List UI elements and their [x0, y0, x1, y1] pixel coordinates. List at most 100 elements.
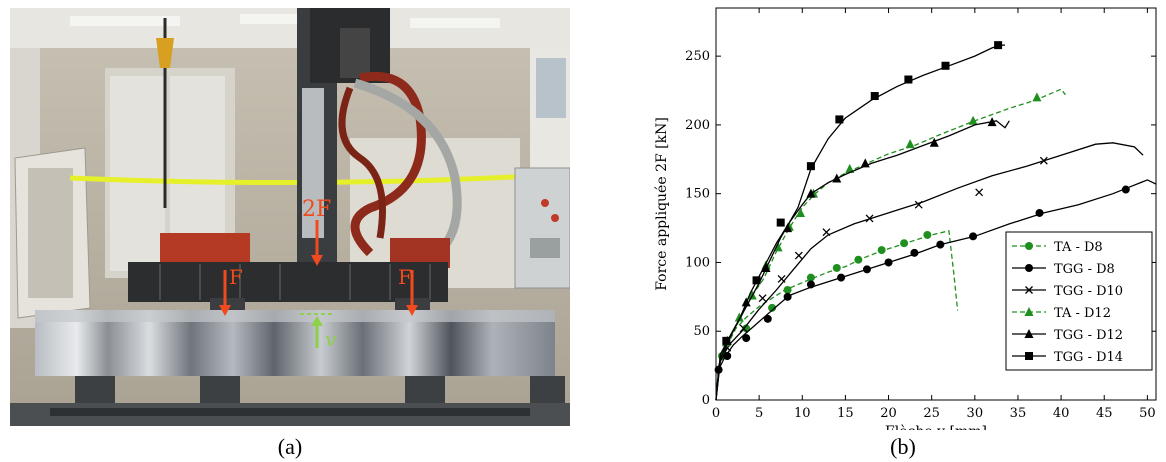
- data-point: [806, 162, 815, 171]
- x-tick-label: 20: [880, 406, 897, 421]
- data-point: [910, 248, 919, 257]
- data-point: [854, 255, 863, 264]
- data-point: [832, 173, 842, 183]
- data-point-stroke: [975, 188, 984, 197]
- x-tick-label: 40: [1053, 406, 1070, 421]
- data-point: [914, 200, 923, 209]
- data-point: [741, 297, 751, 307]
- legend-marker: [1025, 286, 1033, 294]
- series-line: [715, 229, 959, 401]
- x-tick-label: 0: [712, 406, 720, 421]
- data-point: [723, 351, 732, 360]
- left-force-label: F: [229, 265, 243, 289]
- data-point: [865, 214, 874, 223]
- data-point: [987, 117, 997, 127]
- data-point-stroke: [758, 294, 767, 303]
- series-1: [714, 179, 1157, 401]
- data-point: [752, 276, 761, 285]
- data-point: [941, 61, 950, 70]
- y-tick-label: 50: [693, 324, 710, 339]
- legend-marker: [1025, 242, 1033, 250]
- x-tick-label: 35: [1010, 406, 1027, 421]
- data-point-stroke: [777, 275, 786, 283]
- plot-frame: [715, 7, 1157, 401]
- data-point: [884, 258, 893, 267]
- data-point: [1032, 92, 1042, 102]
- force-deflection-chart: 0 5 10 15 20 25 30 35 40 45 50 0 50 100 150 200 250 Flèch…: [654, 7, 1157, 430]
- legend-label: TGG - D12: [1054, 328, 1123, 343]
- series-line: [715, 179, 1157, 401]
- legend-label: TA - D8: [1054, 240, 1103, 255]
- data-point: [822, 228, 831, 237]
- legend-marker: [1024, 329, 1034, 338]
- legend-marker-stroke: [1025, 286, 1033, 294]
- data-point: [776, 218, 785, 227]
- data-point: [734, 312, 744, 322]
- legend-marker: [1024, 307, 1034, 316]
- data-point-stroke: [865, 214, 874, 223]
- series-5: [715, 41, 1005, 401]
- data-point: [758, 294, 767, 303]
- data-point: [900, 239, 909, 248]
- data-point: [994, 41, 1003, 50]
- data-point: [835, 115, 844, 124]
- legend-label: TGG - D14: [1054, 350, 1123, 365]
- data-point: [777, 275, 786, 283]
- test-setup-photo: 2F F F v: [10, 8, 570, 426]
- data-point-stroke: [794, 251, 803, 260]
- data-point: [968, 115, 978, 125]
- legend-label: TA - D12: [1054, 306, 1111, 321]
- caption-b: (b): [890, 434, 916, 459]
- data-point: [975, 188, 984, 197]
- data-point: [806, 280, 815, 289]
- data-point: [969, 232, 978, 241]
- data-point: [1035, 208, 1044, 217]
- right-force-arrowhead: [406, 305, 418, 316]
- data-point: [806, 188, 816, 198]
- data-point: [929, 137, 939, 147]
- series-line: [715, 120, 1010, 401]
- data-point: [783, 285, 792, 294]
- data-point: [845, 163, 855, 173]
- right-force-label: F: [398, 265, 412, 289]
- data-point: [794, 251, 803, 260]
- data-point: [796, 207, 806, 217]
- data-point: [768, 303, 777, 312]
- data-point: [1039, 156, 1048, 165]
- y-tick-label: 200: [685, 118, 710, 133]
- data-point: [1121, 185, 1130, 194]
- data-point: [739, 324, 748, 333]
- data-point: [832, 263, 841, 272]
- data-point: [904, 75, 913, 84]
- legend-marker: [1025, 264, 1033, 272]
- y-tick-label: 250: [685, 49, 710, 64]
- data-point: [923, 230, 932, 239]
- data-point: [783, 292, 792, 301]
- series-line: [715, 44, 1005, 401]
- data-point-stroke: [739, 324, 748, 333]
- data-point-stroke: [1039, 156, 1048, 165]
- data-point: [806, 273, 815, 282]
- data-point: [870, 92, 879, 101]
- deflection-label: v: [325, 327, 337, 351]
- data-point: [905, 139, 915, 149]
- data-point: [877, 246, 886, 255]
- data-point: [862, 265, 871, 274]
- data-point: [763, 314, 772, 323]
- series-4: [715, 117, 1010, 401]
- legend-box: [1005, 231, 1153, 371]
- series-0: [715, 229, 959, 401]
- data-point: [837, 273, 846, 282]
- x-tick-label: 50: [1139, 406, 1156, 421]
- legend-label: TGG - D8: [1054, 262, 1115, 277]
- series-2: [715, 142, 1144, 401]
- data-point-stroke: [822, 228, 831, 237]
- total-force-label: 2F: [302, 197, 331, 222]
- data-point: [742, 334, 751, 343]
- y-tick-label: 150: [685, 187, 710, 202]
- x-tick-label: 10: [794, 406, 811, 421]
- legend-marker: [1025, 352, 1033, 360]
- x-tick-label: 45: [1096, 406, 1113, 421]
- x-tick-label: 30: [967, 406, 984, 421]
- data-point: [936, 240, 945, 249]
